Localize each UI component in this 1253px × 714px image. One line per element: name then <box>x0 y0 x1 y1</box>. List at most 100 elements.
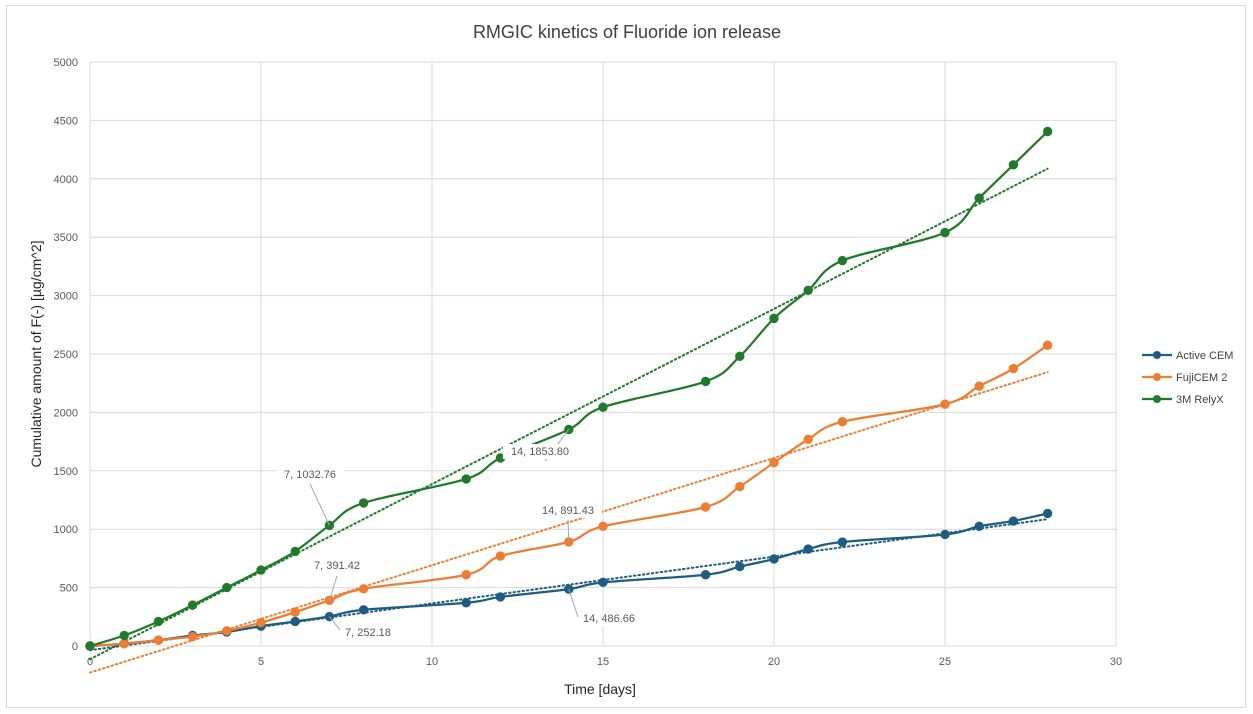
data-point <box>837 255 848 266</box>
x-tick-labels: 0 5 10 15 20 25 30 <box>87 656 1122 668</box>
data-point <box>940 399 950 409</box>
data-point <box>803 285 813 296</box>
data-annotation: 14, 486.66 <box>583 613 635 625</box>
data-point <box>769 457 779 468</box>
data-point <box>358 605 369 615</box>
annotation-leader <box>309 483 330 526</box>
chart-title: RMGIC kinetics of Fluoride ion release <box>473 22 781 42</box>
x-tick-label: 5 <box>258 656 264 668</box>
data-point <box>119 630 129 641</box>
data-point <box>940 529 950 540</box>
data-point <box>940 227 950 238</box>
data-point <box>598 521 608 531</box>
series-line-2 <box>89 130 1049 648</box>
data-point <box>735 561 745 572</box>
data-point <box>803 434 813 444</box>
data-point <box>119 638 129 649</box>
data-annotation: 7, 391.42 <box>314 560 360 572</box>
y-tick-labels: 0 500 1000 1500 2000 2500 3000 3500 4000 4500 5000 <box>54 57 78 653</box>
annotation-leader <box>568 589 579 618</box>
data-point <box>290 607 300 617</box>
legend-label: FujiCEM 2 <box>1176 372 1227 384</box>
data-point <box>837 537 848 547</box>
y-tick-label: 0 <box>72 641 78 653</box>
data-point <box>153 616 164 627</box>
data-point <box>700 376 711 387</box>
series-line-1 <box>89 344 1049 648</box>
data-point <box>1042 126 1053 137</box>
annotation-bg <box>534 503 602 518</box>
data-point <box>1042 508 1053 519</box>
x-tick-label: 30 <box>1110 656 1122 668</box>
data-annotation: 7, 252.18 <box>345 627 391 639</box>
data-point <box>700 502 711 512</box>
data-point <box>1042 340 1053 350</box>
data-point <box>974 381 984 391</box>
data-annotation: 14, 891.43 <box>542 505 594 517</box>
annotation-leader <box>567 519 570 542</box>
data-point <box>358 584 369 594</box>
y-tick-label: 5000 <box>54 57 78 69</box>
data-point <box>461 570 471 580</box>
x-tick-label: 25 <box>939 656 951 668</box>
legend: Active CEM FujiCEM 2 3M RelyX <box>1142 350 1233 406</box>
data-point <box>187 600 198 610</box>
series-lines <box>89 130 1049 648</box>
y-tick-label: 1000 <box>54 524 78 536</box>
data-point <box>461 598 471 608</box>
data-point <box>735 481 745 492</box>
data-point <box>598 577 608 588</box>
data-annotation: 14, 1853.80 <box>511 446 569 458</box>
y-tick-label: 4000 <box>54 174 78 186</box>
annotation-bg <box>580 611 648 626</box>
annotation-bg <box>502 444 578 459</box>
legend-marker <box>1153 373 1161 381</box>
trendline-2 <box>89 167 1049 661</box>
data-point <box>461 474 471 484</box>
y-tick-label: 1500 <box>54 466 78 478</box>
chart-frame <box>6 5 1246 708</box>
data-point <box>803 544 813 554</box>
data-point <box>256 617 266 628</box>
data-points <box>85 126 1053 651</box>
data-point <box>85 641 95 651</box>
data-point <box>290 616 300 627</box>
y-tick-label: 3000 <box>54 291 78 303</box>
data-point <box>598 402 608 412</box>
data-point <box>974 193 984 203</box>
trendline-1 <box>89 371 1049 674</box>
data-point <box>769 554 779 564</box>
gridlines <box>89 61 1117 647</box>
y-tick-label: 500 <box>60 583 78 595</box>
y-tick-label: 3500 <box>54 232 78 244</box>
y-tick-label: 2000 <box>54 407 78 419</box>
data-point <box>153 635 164 645</box>
legend-label: Active CEM <box>1176 350 1233 362</box>
data-point <box>837 417 848 427</box>
annotation-leader <box>329 616 341 631</box>
annotation-bg <box>306 558 368 573</box>
data-point <box>222 626 232 636</box>
annotation-leader <box>328 575 338 601</box>
data-point <box>1008 516 1019 526</box>
data-point <box>495 551 506 561</box>
data-point <box>187 631 198 642</box>
data-point <box>256 565 266 575</box>
y-tick-label: 2500 <box>54 349 78 361</box>
data-point <box>769 313 779 324</box>
data-point <box>1008 160 1019 170</box>
legend-marker <box>1153 351 1161 359</box>
data-point <box>495 592 506 602</box>
x-tick-label: 20 <box>768 656 780 668</box>
y-tick-label: 4500 <box>54 115 78 127</box>
data-point <box>564 424 574 435</box>
data-point <box>974 521 984 531</box>
annotation-bg <box>276 467 344 482</box>
data-point <box>1008 363 1019 374</box>
data-point <box>290 546 300 557</box>
legend-label: 3M RelyX <box>1176 394 1224 406</box>
data-point <box>222 582 232 593</box>
x-tick-label: 15 <box>597 656 609 668</box>
data-point <box>735 351 745 362</box>
